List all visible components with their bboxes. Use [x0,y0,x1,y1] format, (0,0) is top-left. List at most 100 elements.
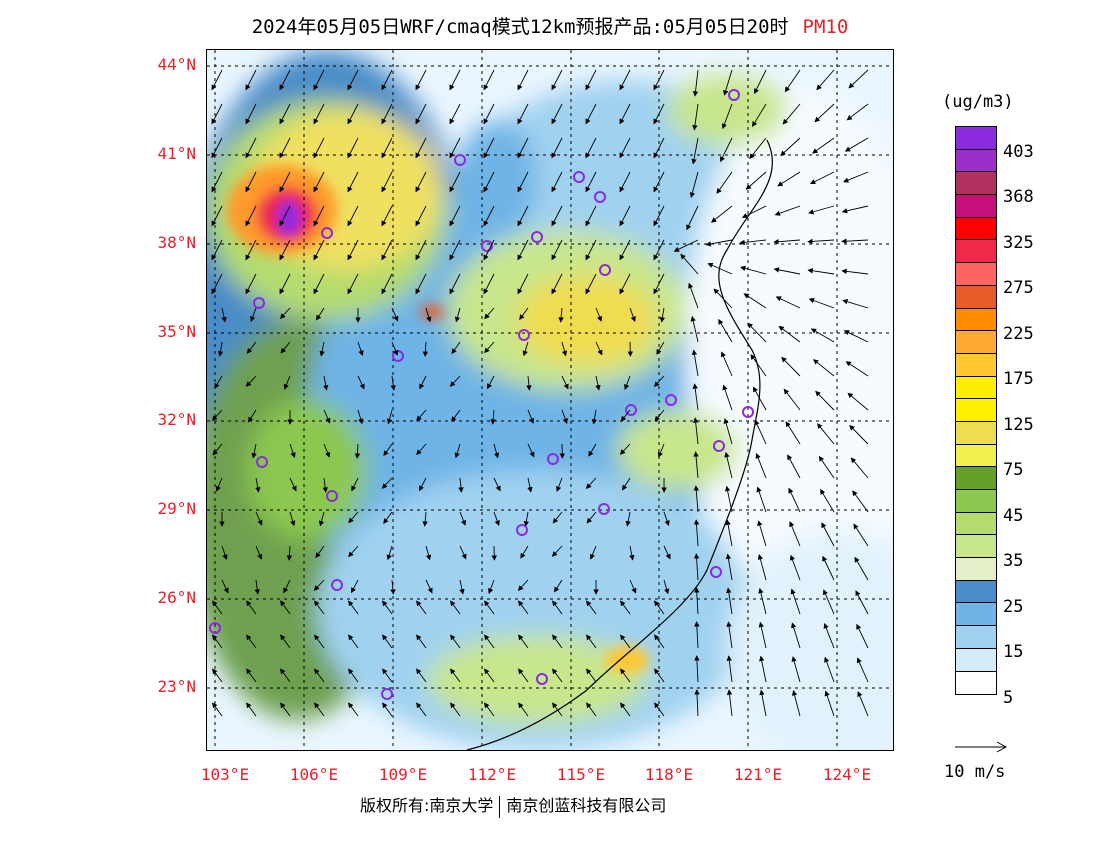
wind-arrow [725,519,733,547]
wind-arrow [561,375,569,390]
legend-swatch [956,217,996,241]
wind-arrow [347,137,359,159]
wind-arrow [522,341,529,357]
wind-arrow [812,137,835,154]
wind-arrow [663,545,671,560]
wind-arrow [773,239,801,245]
wind-arrow [673,239,699,252]
wind-arrow [313,69,325,91]
wind-arrow [383,511,393,525]
wind-arrow [747,322,767,343]
wind-arrow [844,137,869,152]
wind-arrow [585,273,597,295]
wind-arrow [552,668,563,683]
wind-arrow [552,511,563,524]
wind-arrow [654,600,665,615]
copyright-left: 版权所有:南京大学 [360,796,494,815]
wind-arrow [318,511,325,527]
legend-label: 225 [1003,324,1034,344]
wind-arrow [315,545,325,559]
wind-arrow [653,205,665,227]
wind-arrow [450,668,461,683]
wind-arrow [518,668,529,683]
wind-arrow [726,655,733,683]
legend-swatch [956,558,996,581]
wind-arrow [759,689,767,717]
legend-label: 75 [1003,460,1024,480]
wind-arrow [517,239,529,261]
wind-arrow [454,443,461,459]
wind-arrow [211,69,223,91]
wind-arrow [391,341,399,356]
wind-arrow [415,103,427,125]
wind-arrow [620,702,631,717]
legend-label: 5 [1003,688,1014,708]
wind-arrow [314,668,325,683]
lat-label: 32°N [157,410,196,429]
wind-arrow [517,273,529,295]
wind-arrow [723,69,733,96]
wind-arrow [347,69,359,91]
wind-arrow [586,600,597,615]
wind-arrow [279,137,291,159]
wind-arrow [775,296,801,309]
legend-swatch [956,263,996,286]
wind-arrow [739,239,767,246]
wind-arrow [585,477,597,489]
wind-arrow [619,171,631,193]
wind-arrow [280,341,291,354]
wind-arrow [313,239,325,261]
legend-swatch [956,149,996,173]
wind-arrow [381,205,393,227]
wind-arrow [245,239,257,261]
legend-swatch [956,421,996,445]
wind-arrow [211,273,223,295]
wind-arrow [551,171,563,193]
wind-arrow [823,622,835,649]
wind-arrow [817,423,835,445]
wind-arrow [791,690,801,717]
wind-arrow [245,171,257,193]
city-markers [209,89,754,700]
map-title: 2024年05月05日WRF/cmaq模式12km预报产品:05月05日20时 P… [0,12,1100,39]
wind-arrow [758,621,767,649]
wind-arrow [323,375,329,391]
wind-arrow [808,298,835,309]
wind-arrow [726,689,733,717]
wind-arrow [814,103,835,123]
wind-arrow [552,634,563,649]
wind-arrow [629,307,636,323]
wind-arrow [791,622,801,649]
wind-arrow [694,621,700,649]
wind-arrow [725,553,733,581]
wind-arrow [517,137,529,159]
wind-arrow [279,205,291,227]
legend-swatch [956,512,996,536]
wind-arrow [289,511,296,527]
wind-arrow [313,579,325,591]
wind-arrow [620,634,631,649]
lon-label: 106°E [289,765,339,784]
wind-arrow [518,702,529,717]
wind-arrow [850,457,869,479]
wind-arrow [484,702,495,717]
wind-arrow [740,265,767,275]
wind-arrow [743,293,767,309]
wind-arrow [653,69,665,91]
wind-arrow [391,307,399,322]
wind-arrow [517,69,529,91]
wind-arrow [720,351,733,377]
wind-arrow [519,307,529,321]
wind-arrow [487,375,495,390]
wind-arrow [855,590,869,615]
legend-swatch [956,603,996,627]
wind-arrow [381,477,393,489]
wind-arrow [843,330,869,343]
wind-arrow [551,273,563,295]
wind-arrow [810,328,835,343]
wind-arrow [757,554,767,581]
wind-arrow [692,383,699,411]
wind-arrow [815,390,835,411]
wind-arrow [620,409,631,422]
wind-arrow [459,579,465,595]
